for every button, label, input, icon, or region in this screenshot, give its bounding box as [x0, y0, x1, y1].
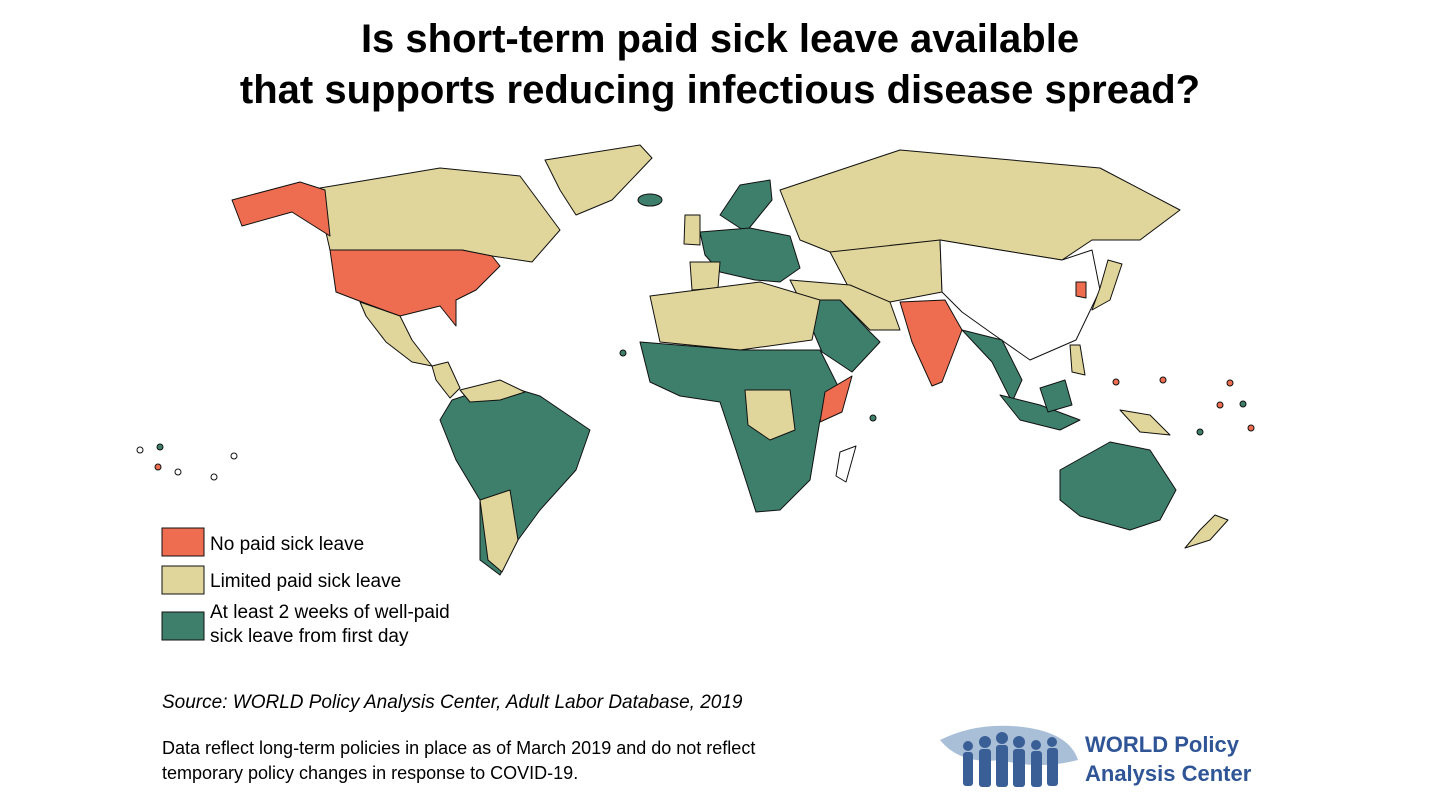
philippines: [1069, 344, 1086, 376]
world-map: [136, 144, 1255, 576]
island: [1112, 378, 1120, 386]
arabia: [799, 299, 881, 373]
russia: [779, 149, 1181, 263]
island: [1196, 428, 1204, 436]
papua: [1119, 409, 1171, 436]
legend-label: At least 2 weeks of well-paid: [210, 602, 450, 623]
legend-label: sick leave from first day: [210, 626, 409, 647]
korea: [1075, 281, 1087, 299]
island: [156, 443, 164, 451]
madagascar: [835, 445, 857, 483]
island: [869, 414, 877, 422]
europe: [699, 227, 801, 283]
mexico: [359, 301, 433, 367]
legend-swatch: [161, 565, 205, 595]
island: [1247, 424, 1255, 432]
iceland: [637, 193, 663, 207]
logo-text: WORLD Policy: [1085, 732, 1240, 757]
india: [899, 299, 963, 387]
legend-label: No paid sick leave: [210, 534, 364, 555]
china: [939, 239, 1101, 361]
island: [230, 452, 238, 460]
uk: [683, 214, 701, 246]
title-line: Is short-term paid sick leave available: [361, 17, 1079, 61]
legend-swatch: [161, 527, 205, 557]
greenland: [544, 144, 653, 216]
central-asia: [829, 239, 943, 303]
canada: [319, 167, 561, 263]
new-zealand: [1184, 514, 1229, 549]
island: [619, 349, 627, 357]
title-line: that supports reducing infectious diseas…: [240, 68, 1200, 112]
venezuela: [459, 379, 526, 403]
logo: WORLD Policy Analysis Center: [940, 725, 1252, 787]
indonesia: [999, 394, 1081, 431]
sub-saharan-africa: [639, 341, 841, 513]
borneo: [1039, 379, 1073, 413]
iberia: [689, 261, 721, 291]
north-africa: [649, 281, 821, 351]
island: [136, 446, 144, 454]
alaska: [231, 181, 331, 237]
legend-swatch: [161, 611, 205, 641]
usa: [329, 249, 501, 327]
central-america: [431, 361, 461, 399]
southeast-asia: [961, 329, 1023, 403]
island: [154, 463, 162, 471]
legend-label: Limited paid sick leave: [210, 571, 401, 592]
japan: [1091, 259, 1123, 311]
note-line: Data reflect long-term policies in place…: [162, 738, 755, 758]
logo-text: Analysis Center: [1085, 761, 1252, 786]
argentina: [479, 489, 519, 573]
island: [174, 468, 182, 476]
central-africa: [744, 389, 796, 441]
somalia: [819, 375, 853, 423]
island: [1159, 376, 1167, 384]
australia: [1059, 441, 1177, 531]
island: [1226, 379, 1234, 387]
island: [1239, 400, 1247, 408]
island: [210, 473, 218, 481]
note-line: temporary policy changes in response to …: [162, 763, 578, 783]
scandinavia: [719, 179, 773, 233]
source: Source: WORLD Policy Analysis Center, Ad…: [162, 692, 743, 713]
legend: No paid sick leave Limited paid sick lea…: [161, 527, 450, 647]
island: [1216, 401, 1224, 409]
